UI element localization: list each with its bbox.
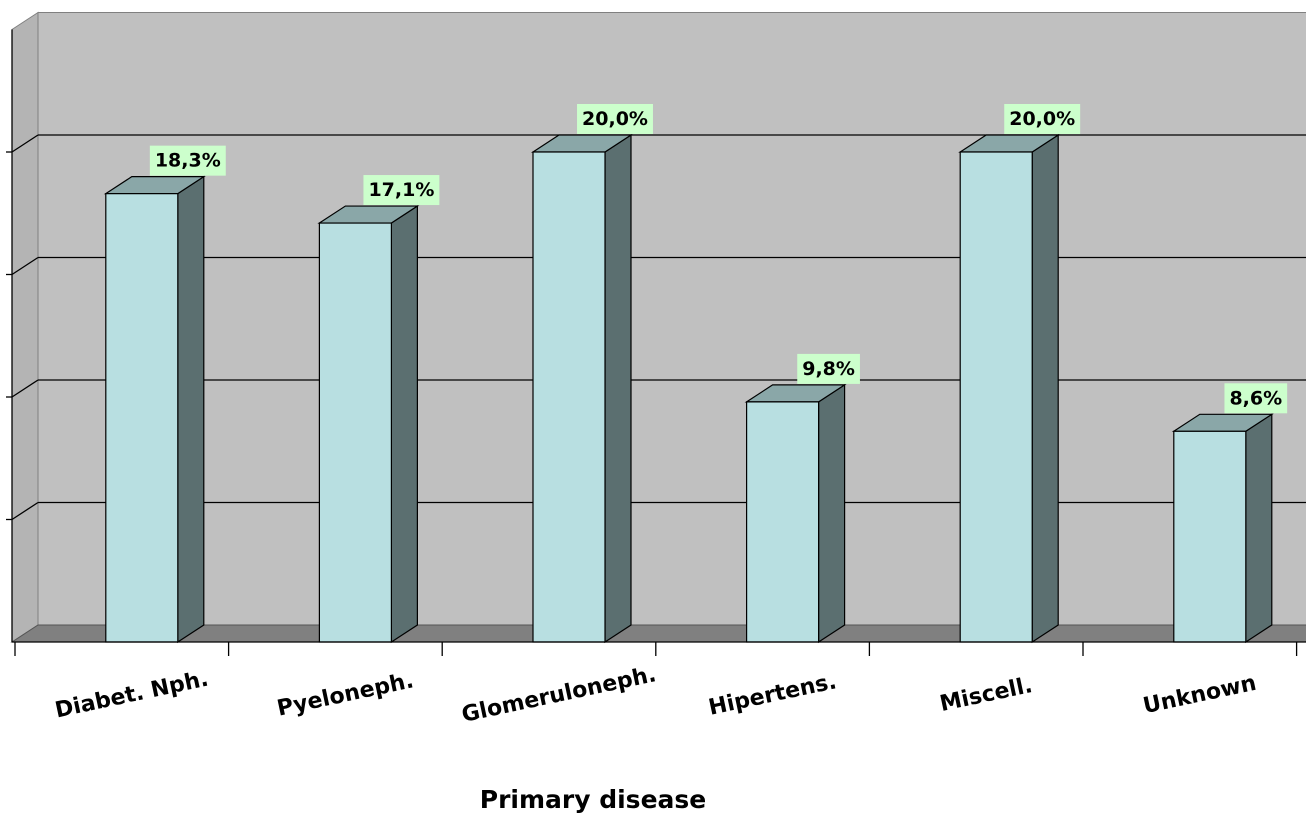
gridline — [11, 379, 39, 398]
bar — [1171, 413, 1274, 644]
gridline — [11, 134, 39, 153]
plot-floor — [10, 624, 1306, 643]
bar — [958, 133, 1061, 644]
gridline — [11, 256, 39, 276]
data-label-background — [1004, 104, 1081, 134]
data-label-text: 20,0% — [1009, 108, 1075, 130]
category-label: Unknown — [1141, 671, 1259, 719]
data-label-text: 17,1% — [368, 179, 434, 201]
data-label: 20,0% — [577, 104, 653, 134]
data-label-background — [149, 145, 226, 176]
bar — [317, 204, 420, 644]
bar-front — [959, 151, 1033, 643]
x-axis — [12, 641, 1306, 656]
category-label: Diabet. Nph. — [53, 667, 211, 724]
plot-back-wall — [37, 12, 1306, 626]
data-label: 9,8% — [797, 353, 860, 384]
x-axis-title: Primary disease — [480, 785, 706, 814]
bar-front — [105, 193, 179, 643]
category-labels: Diabet. Nph. Pyeloneph. Glomeruloneph. Hipe… — [53, 662, 1259, 728]
data-label-text: 9,8% — [802, 358, 855, 380]
category-label: Miscell. — [938, 673, 1035, 717]
data-label: 20,0% — [1004, 104, 1081, 134]
bar-side — [390, 204, 418, 644]
bar-side — [1031, 133, 1059, 644]
data-label-background — [363, 175, 440, 206]
data-label: 18,3% — [149, 145, 226, 176]
data-labels: 18,3% 17,1% 20,0% 9,8% 20,0% 8,6% — [149, 104, 1288, 414]
bar-side — [1245, 413, 1273, 644]
gridline — [11, 501, 39, 521]
data-label-background — [797, 353, 860, 384]
data-label-text: 20,0% — [582, 108, 648, 130]
y-axis — [6, 29, 13, 642]
bar-side — [604, 133, 632, 644]
category-label: Hipertens. — [706, 669, 838, 720]
bar-side — [817, 383, 846, 644]
bar — [103, 175, 206, 644]
category-label: Pyeloneph. — [275, 668, 416, 721]
bar-front — [532, 151, 606, 643]
gridlines — [11, 134, 1306, 521]
bars — [103, 133, 1274, 644]
bar — [530, 133, 634, 644]
data-label-text: 18,3% — [155, 150, 221, 172]
data-label: 17,1% — [363, 175, 440, 206]
plot-side-wall — [11, 11, 39, 643]
bar-front — [745, 401, 820, 643]
data-label-background — [1224, 383, 1288, 414]
bar-front — [318, 222, 392, 643]
data-label: 8,6% — [1224, 383, 1288, 414]
data-label-background — [577, 104, 653, 134]
category-label: Glomeruloneph. — [460, 662, 659, 728]
bar — [744, 383, 847, 644]
bar-side — [177, 175, 205, 644]
bar-front — [1173, 430, 1247, 643]
data-label-text: 8,6% — [1229, 387, 1282, 409]
